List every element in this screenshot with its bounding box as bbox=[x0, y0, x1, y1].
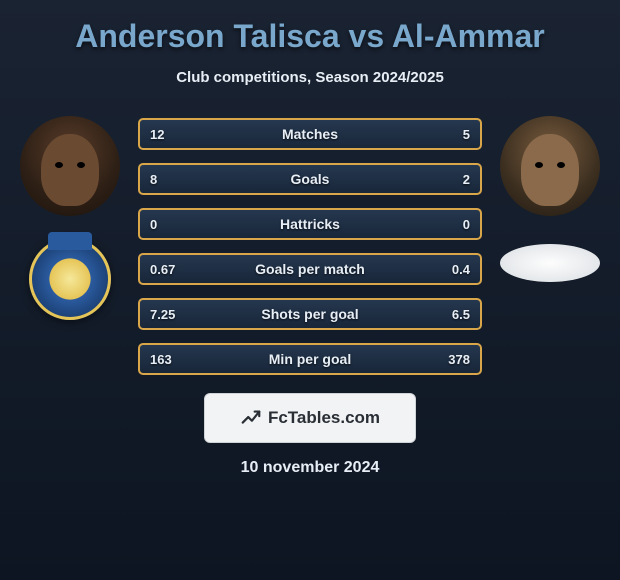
stat-right-value: 0.4 bbox=[424, 262, 470, 277]
stat-right-value: 0 bbox=[424, 217, 470, 232]
stat-right-value: 378 bbox=[424, 352, 470, 367]
comparison-card: Anderson Talisca vs Al-Ammar Club compet… bbox=[0, 0, 620, 495]
stat-label: Shots per goal bbox=[196, 306, 424, 322]
date-text: 10 november 2024 bbox=[10, 459, 610, 477]
player-right-column bbox=[490, 114, 610, 282]
stat-label: Matches bbox=[196, 126, 424, 142]
stat-left-value: 163 bbox=[150, 352, 196, 367]
stats-list: 12 Matches 5 8 Goals 2 0 Hattricks 0 0.6… bbox=[138, 114, 482, 375]
subtitle: Club competitions, Season 2024/2025 bbox=[10, 69, 610, 86]
stat-row-goals: 8 Goals 2 bbox=[138, 163, 482, 195]
stat-label: Hattricks bbox=[196, 216, 424, 232]
stat-left-value: 7.25 bbox=[150, 307, 196, 322]
stat-right-value: 6.5 bbox=[424, 307, 470, 322]
stat-row-hattricks: 0 Hattricks 0 bbox=[138, 208, 482, 240]
player1-club-badge-icon bbox=[29, 238, 111, 320]
stat-row-min-per-goal: 163 Min per goal 378 bbox=[138, 343, 482, 375]
stat-label: Goals bbox=[196, 171, 424, 187]
player2-face-icon bbox=[521, 134, 579, 206]
stat-row-shots-per-goal: 7.25 Shots per goal 6.5 bbox=[138, 298, 482, 330]
player1-avatar bbox=[20, 116, 120, 216]
stat-right-value: 2 bbox=[424, 172, 470, 187]
stat-row-matches: 12 Matches 5 bbox=[138, 118, 482, 150]
stat-left-value: 0 bbox=[150, 217, 196, 232]
stat-left-value: 0.67 bbox=[150, 262, 196, 277]
page-title: Anderson Talisca vs Al-Ammar bbox=[10, 18, 610, 55]
branding-text: FcTables.com bbox=[268, 408, 380, 428]
player-left-column bbox=[10, 114, 130, 320]
player2-avatar bbox=[500, 116, 600, 216]
stat-label: Goals per match bbox=[196, 261, 424, 277]
stat-left-value: 12 bbox=[150, 127, 196, 142]
player2-club-badge-icon bbox=[500, 244, 600, 282]
stat-row-goals-per-match: 0.67 Goals per match 0.4 bbox=[138, 253, 482, 285]
stat-label: Min per goal bbox=[196, 351, 424, 367]
stat-left-value: 8 bbox=[150, 172, 196, 187]
chart-icon bbox=[240, 407, 262, 429]
content-row: 12 Matches 5 8 Goals 2 0 Hattricks 0 0.6… bbox=[10, 114, 610, 375]
branding-badge: FcTables.com bbox=[204, 393, 416, 443]
player1-face-icon bbox=[41, 134, 99, 206]
stat-right-value: 5 bbox=[424, 127, 470, 142]
